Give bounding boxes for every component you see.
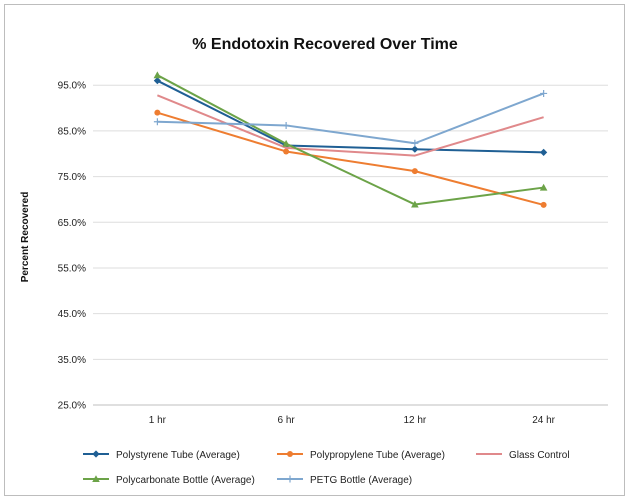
y-tick-label: 65.0% bbox=[58, 218, 86, 229]
series-group bbox=[153, 89, 548, 147]
legend-item: Polycarbonate Bottle (Average) bbox=[83, 475, 255, 486]
data-point-circle bbox=[154, 109, 161, 116]
data-point-plus bbox=[540, 89, 548, 97]
y-axis-title: Percent Recovered bbox=[20, 192, 31, 283]
legend-item: Glass Control bbox=[476, 450, 570, 461]
y-tick-label: 55.0% bbox=[58, 263, 86, 274]
series-line bbox=[156, 74, 544, 206]
series-group bbox=[156, 94, 544, 157]
series-line bbox=[157, 111, 544, 206]
y-tick-label: 25.0% bbox=[58, 401, 86, 412]
data-point-circle bbox=[283, 148, 290, 155]
data-point-plus bbox=[153, 118, 161, 126]
x-tick-label: 6 hr bbox=[278, 415, 296, 426]
y-tick-label: 35.0% bbox=[58, 355, 86, 366]
data-point-diamond bbox=[411, 145, 419, 153]
legend-label: Polycarbonate Bottle (Average) bbox=[116, 475, 255, 486]
series-line bbox=[156, 79, 544, 154]
data-point-triangle bbox=[92, 475, 100, 483]
data-point-triangle bbox=[411, 200, 419, 208]
data-point-circle bbox=[287, 451, 293, 457]
data-point-plus bbox=[286, 475, 294, 483]
data-point-circle bbox=[411, 168, 418, 175]
legend: Polystyrene Tube (Average) Polypropylene … bbox=[83, 450, 570, 486]
data-point-circle bbox=[540, 201, 547, 208]
legend-label: PETG Bottle (Average) bbox=[310, 475, 412, 486]
data-point-plus bbox=[282, 121, 290, 129]
data-point-triangle bbox=[282, 139, 290, 147]
legend-label: Polystyrene Tube (Average) bbox=[116, 450, 240, 461]
x-tick-labels: 1 hr 6 hr 12 hr 24 hr bbox=[149, 415, 556, 426]
y-tick-label: 45.0% bbox=[58, 309, 86, 320]
legend-item: PETG Bottle (Average) bbox=[277, 475, 412, 486]
data-point-triangle bbox=[153, 71, 162, 79]
y-tick-label: 85.0% bbox=[58, 126, 86, 137]
series-group bbox=[153, 77, 548, 156]
series-group bbox=[154, 109, 547, 208]
gridlines bbox=[93, 84, 608, 406]
series-line bbox=[157, 92, 544, 145]
y-tick-label: 75.0% bbox=[58, 172, 86, 183]
x-tick-label: 24 hr bbox=[532, 415, 555, 426]
chart-title: % Endotoxin Recovered Over Time bbox=[192, 36, 458, 53]
y-tick-label: 95.0% bbox=[58, 81, 86, 92]
legend-item: Polypropylene Tube (Average) bbox=[277, 450, 445, 461]
series-lines bbox=[153, 71, 548, 208]
data-point-diamond bbox=[153, 77, 161, 85]
line-chart: % Endotoxin Recovered Over Time 25.0% 35.… bbox=[20, 36, 608, 486]
y-tick-labels: 25.0% 35.0% 45.0% 55.0% 65.0% 75.0% 85.0% 95.0% bbox=[58, 81, 86, 412]
x-tick-label: 1 hr bbox=[149, 415, 167, 426]
data-point-triangle bbox=[539, 183, 548, 191]
legend-label: Glass Control bbox=[509, 450, 570, 461]
legend-label: Polypropylene Tube (Average) bbox=[310, 450, 445, 461]
series-group bbox=[153, 71, 548, 208]
x-tick-label: 12 hr bbox=[403, 415, 426, 426]
series-line bbox=[156, 94, 544, 157]
data-point-diamond bbox=[92, 450, 100, 458]
data-point-diamond bbox=[540, 148, 548, 156]
data-point-plus bbox=[411, 139, 419, 147]
chart-frame: % Endotoxin Recovered Over Time 25.0% 35.… bbox=[4, 4, 625, 496]
legend-item: Polystyrene Tube (Average) bbox=[83, 450, 240, 461]
